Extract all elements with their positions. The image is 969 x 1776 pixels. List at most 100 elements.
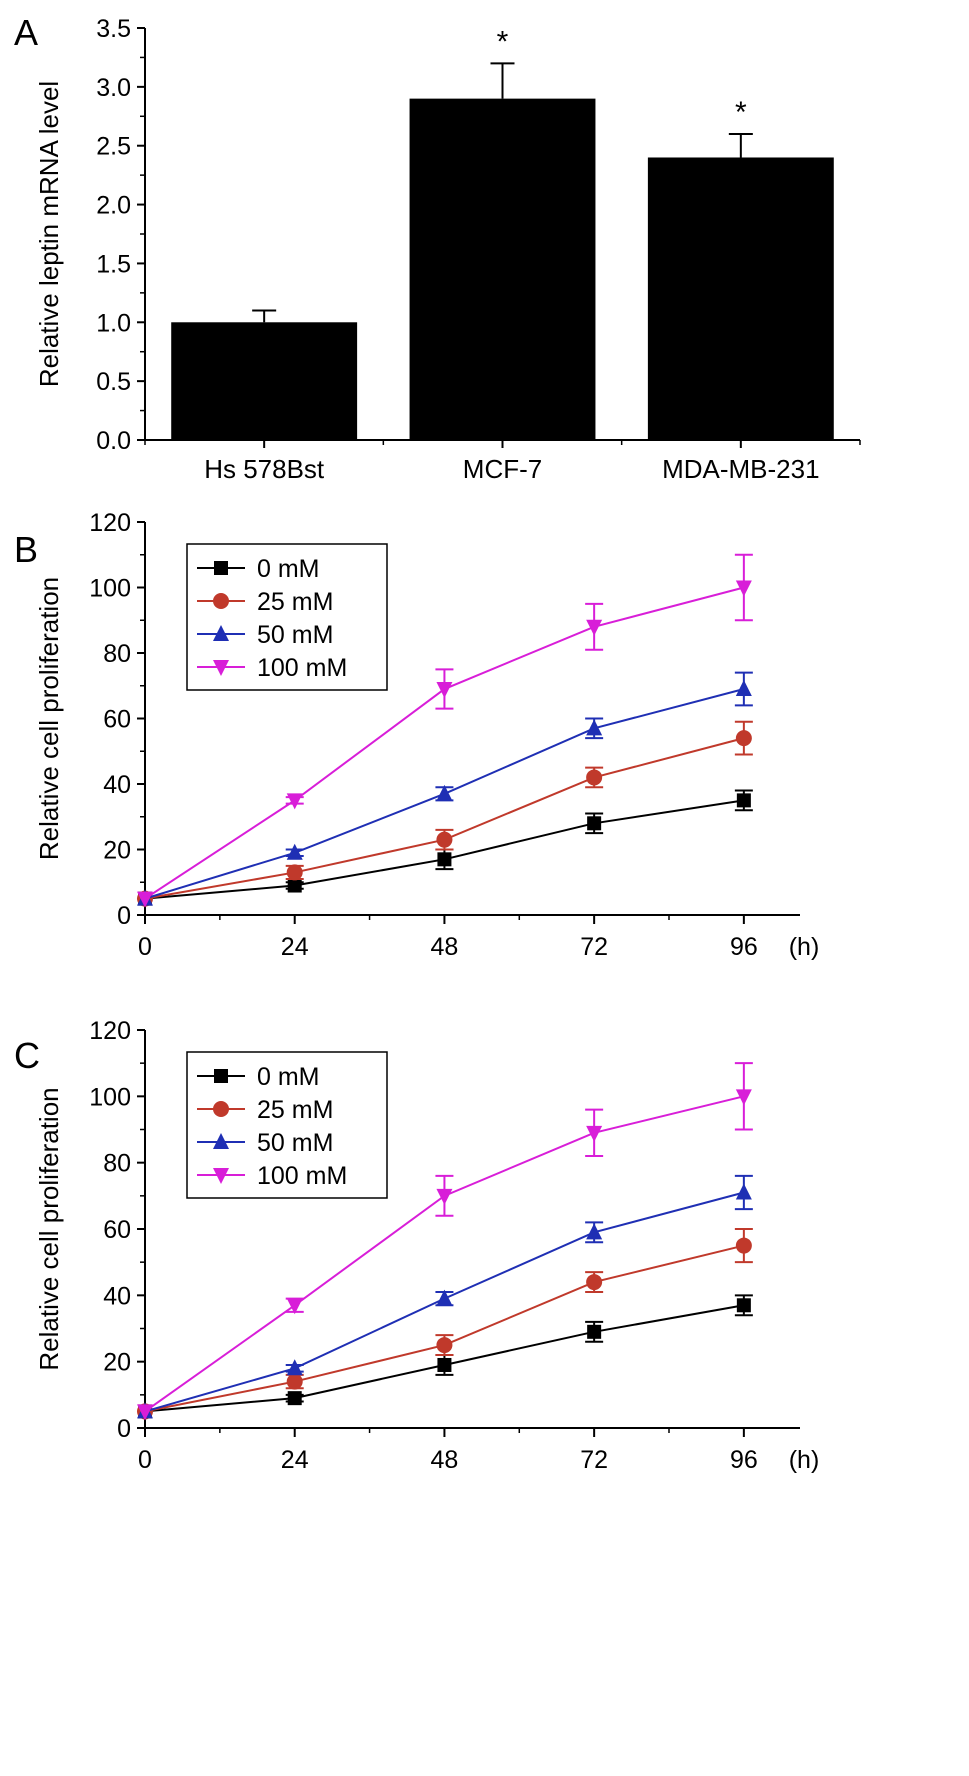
legend-marker-25-mm [213,593,229,609]
data-point-50-mm [586,1223,603,1240]
data-point-100-mm [436,682,453,699]
y-tick-label: 40 [103,1282,131,1310]
data-point-0-mm [437,852,452,867]
legend-marker-0-mm [214,561,228,575]
y-tick-label: 60 [103,1216,131,1244]
data-point-0-mm [587,1324,602,1339]
y-axis-label: Relative cell proliferation [34,1087,64,1370]
y-tick-label: 3.5 [96,15,131,43]
data-point-100-mm [586,1125,603,1142]
y-tick-label: 0.5 [96,368,131,396]
y-tick-label: 120 [89,1017,131,1045]
x-tick-label: 96 [730,1446,758,1474]
legend-label-0-mm: 0 mM [257,1063,320,1091]
significance-asterisk: * [497,25,509,58]
data-point-50-mm [286,1359,303,1376]
data-point-25-mm [586,1274,603,1291]
x-axis-unit: (h) [789,1446,820,1474]
data-point-50-mm [286,843,303,860]
y-tick-label: 100 [89,1083,131,1111]
legend-marker-25-mm [213,1101,229,1117]
data-point-25-mm [286,864,303,881]
data-point-0-mm [587,816,602,831]
data-point-25-mm [586,769,603,786]
legend-label-100-mm: 100 mM [257,1162,347,1190]
bar-mcf-7 [409,98,596,440]
data-point-50-mm [436,1289,453,1306]
data-point-0-mm [287,878,302,893]
data-point-50-mm [735,1183,752,1200]
y-tick-label: 0.0 [96,427,131,455]
legend-marker-50-mm [213,625,229,641]
y-tick-label: 120 [89,509,131,537]
data-point-25-mm [735,1237,752,1254]
legend-label-0-mm: 0 mM [257,555,320,583]
data-point-100-mm [436,1188,453,1205]
y-tick-label: 60 [103,706,131,734]
y-tick-label: 20 [103,837,131,865]
y-tick-label: 0 [117,1415,131,1443]
x-tick-label: 72 [580,933,608,961]
data-point-50-mm [735,680,752,697]
y-tick-label: 2.0 [96,192,131,220]
data-point-25-mm [286,1373,303,1390]
legend-label-50-mm: 50 mM [257,1129,333,1157]
x-tick-label: 96 [730,933,758,961]
data-point-50-mm [436,784,453,801]
panel-letter-c: C [14,1035,40,1076]
data-point-0-mm [736,1298,751,1313]
x-tick-label: 0 [138,1446,152,1474]
y-tick-label: 3.0 [96,74,131,102]
legend-marker-50-mm [213,1133,229,1149]
bar-mda-mb-231 [647,157,834,440]
data-point-100-mm [735,580,752,597]
series-line-25-mm [144,737,745,900]
data-point-100-mm [137,1404,153,1421]
panel-letter-a: A [14,12,38,53]
x-tick-label: 48 [431,933,459,961]
y-tick-label: 100 [89,575,131,603]
legend-label-100-mm: 100 mM [257,654,347,682]
data-point-25-mm [436,831,453,848]
y-axis-label: Relative leptin mRNA level [34,81,64,387]
legend-marker-100-mm [213,1168,229,1184]
data-point-0-mm [437,1357,452,1372]
y-axis-label: Relative cell proliferation [34,577,64,860]
data-point-0-mm [287,1391,302,1406]
legend-label-25-mm: 25 mM [257,588,333,616]
y-tick-label: 1.5 [96,250,131,278]
data-point-25-mm [436,1337,453,1354]
legend-label-50-mm: 50 mM [257,621,333,649]
data-point-100-mm [286,1298,303,1315]
y-tick-label: 80 [103,640,131,668]
data-point-25-mm [735,730,752,747]
legend-marker-0-mm [214,1069,228,1083]
x-tick-label: 24 [281,933,309,961]
data-point-100-mm [735,1089,752,1106]
bar-hs-578bst [171,322,358,440]
data-point-50-mm [586,719,603,736]
y-tick-label: 2.5 [96,133,131,161]
legend-label-25-mm: 25 mM [257,1096,333,1124]
panel-letter-b: B [14,529,38,570]
data-point-0-mm [736,793,751,808]
y-tick-label: 40 [103,771,131,799]
legend-marker-100-mm [213,660,229,676]
x-tick-label: MCF-7 [463,454,542,484]
y-tick-label: 0 [117,902,131,930]
y-tick-label: 20 [103,1349,131,1377]
x-tick-label: 72 [580,1446,608,1474]
x-tick-label: Hs 578Bst [204,454,325,484]
x-axis-unit: (h) [789,933,820,961]
significance-asterisk: * [735,96,747,129]
x-tick-label: 24 [281,1446,309,1474]
y-tick-label: 1.0 [96,309,131,337]
data-point-100-mm [137,891,153,908]
x-tick-label: 0 [138,933,152,961]
data-point-100-mm [286,793,303,810]
data-point-100-mm [586,619,603,636]
x-tick-label: 48 [431,1446,459,1474]
y-tick-label: 80 [103,1150,131,1178]
x-tick-label: MDA-MB-231 [662,454,819,484]
